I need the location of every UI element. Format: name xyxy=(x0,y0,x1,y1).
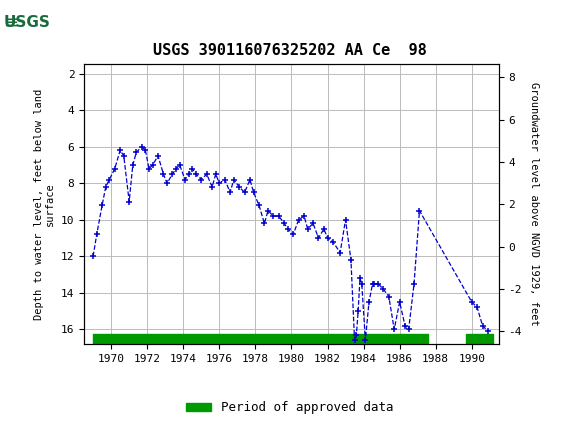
Text: USGS: USGS xyxy=(4,15,51,30)
Y-axis label: Groundwater level above NGVD 1929, feet: Groundwater level above NGVD 1929, feet xyxy=(529,83,539,326)
Legend: Period of approved data: Period of approved data xyxy=(181,396,399,419)
Bar xyxy=(3,4,72,42)
Text: USGS 390116076325202 AA Ce  98: USGS 390116076325202 AA Ce 98 xyxy=(153,43,427,58)
Text: ≡: ≡ xyxy=(3,13,18,31)
Y-axis label: Depth to water level, feet below land
surface: Depth to water level, feet below land su… xyxy=(34,89,55,320)
